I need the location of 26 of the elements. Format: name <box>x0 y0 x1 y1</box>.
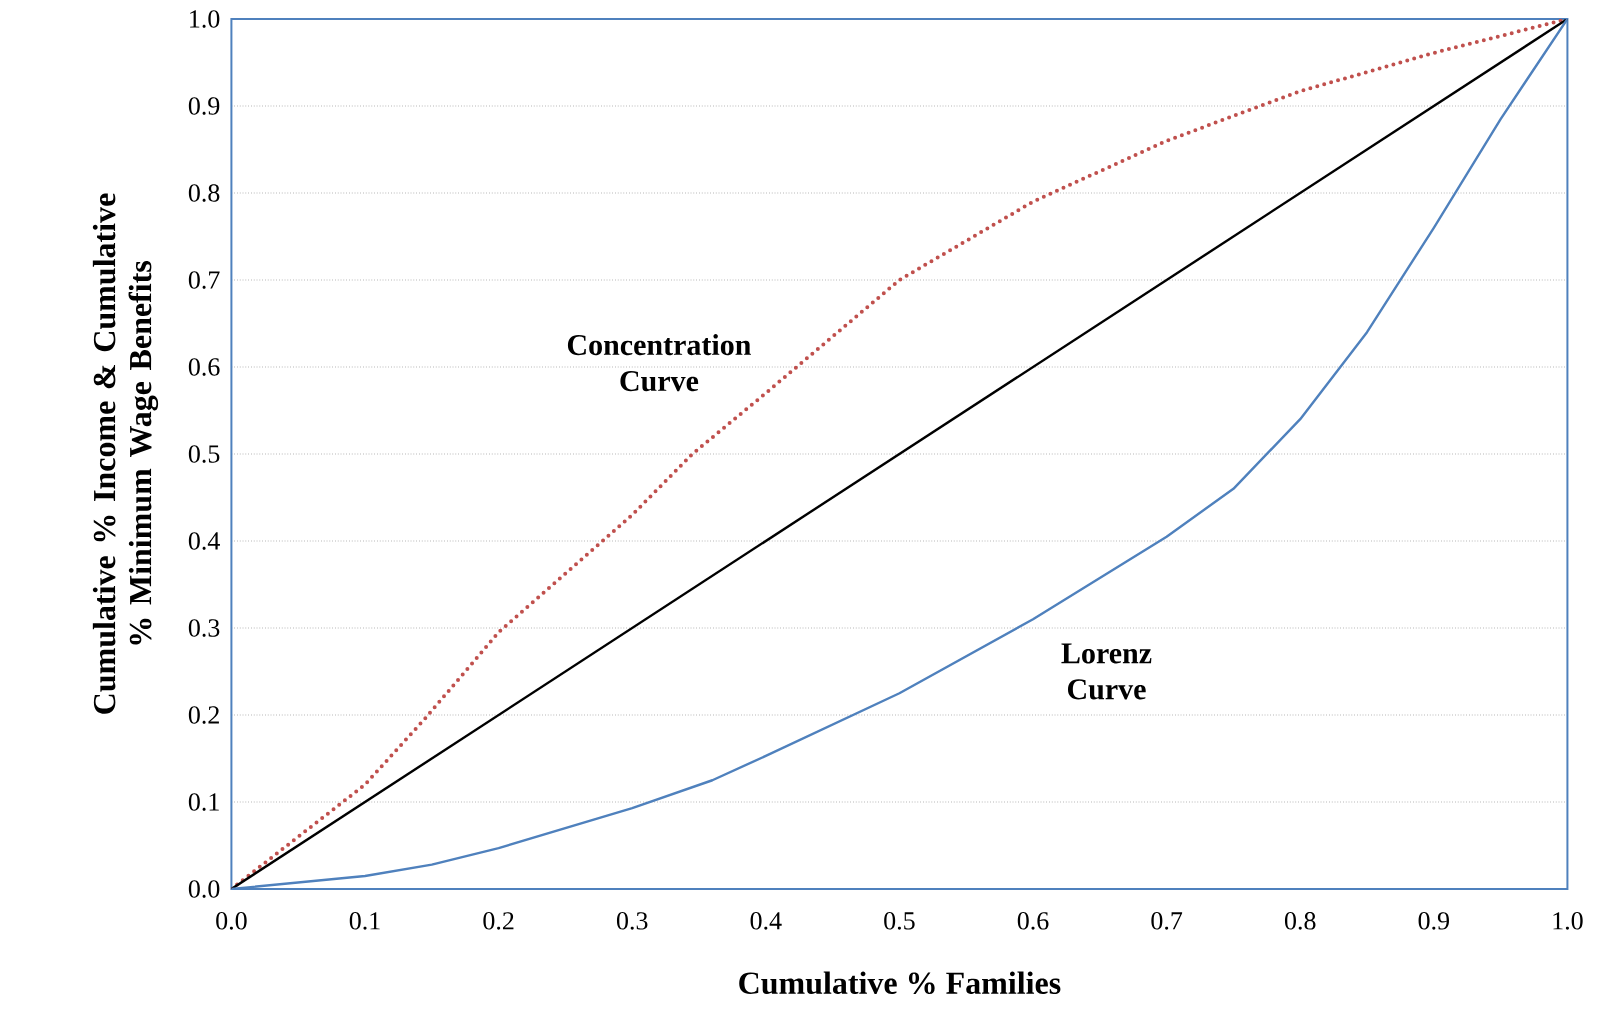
y-tick-label: 0.3 <box>188 619 220 637</box>
x-tick-label: 0.2 <box>483 912 514 930</box>
y-tick-label: 0.7 <box>188 271 220 289</box>
x-tick-label: 0.4 <box>750 912 782 930</box>
y-tick-label: 1.0 <box>190 10 220 28</box>
y-tick-label: 0.1 <box>188 793 219 811</box>
x-tick-label: 0.9 <box>1418 912 1449 930</box>
y-tick-label: 0.6 <box>188 358 220 376</box>
y-tick-label: 0.0 <box>188 880 220 898</box>
x-tick-label: 0.8 <box>1284 912 1316 930</box>
x-tick-label: 0.5 <box>884 912 915 930</box>
x-tick-label: 1.0 <box>1553 912 1583 930</box>
x-tick-label: 0.1 <box>349 912 380 930</box>
y-tick-label: 0.8 <box>188 184 220 202</box>
y-tick-label: 0.2 <box>188 706 219 724</box>
y-tick-label: 0.5 <box>188 445 220 463</box>
x-tick-label: 0.6 <box>1017 912 1049 930</box>
y-axis-title: Cumulative % Income & Cumulative % Minimum Wage Benefits <box>92 193 159 714</box>
y-tick-label: 0.9 <box>188 97 220 115</box>
y-tick-label: 0.4 <box>188 532 220 550</box>
x-tick-label: 0.3 <box>616 912 648 930</box>
x-axis-title: Cumulative % Families <box>739 971 1061 995</box>
x-tick-label: 0.7 <box>1151 912 1183 930</box>
series-label: Concentration Curve <box>567 334 751 392</box>
x-tick-label: 0.0 <box>216 912 247 930</box>
series-label: Lorenz Curve <box>1061 643 1152 700</box>
